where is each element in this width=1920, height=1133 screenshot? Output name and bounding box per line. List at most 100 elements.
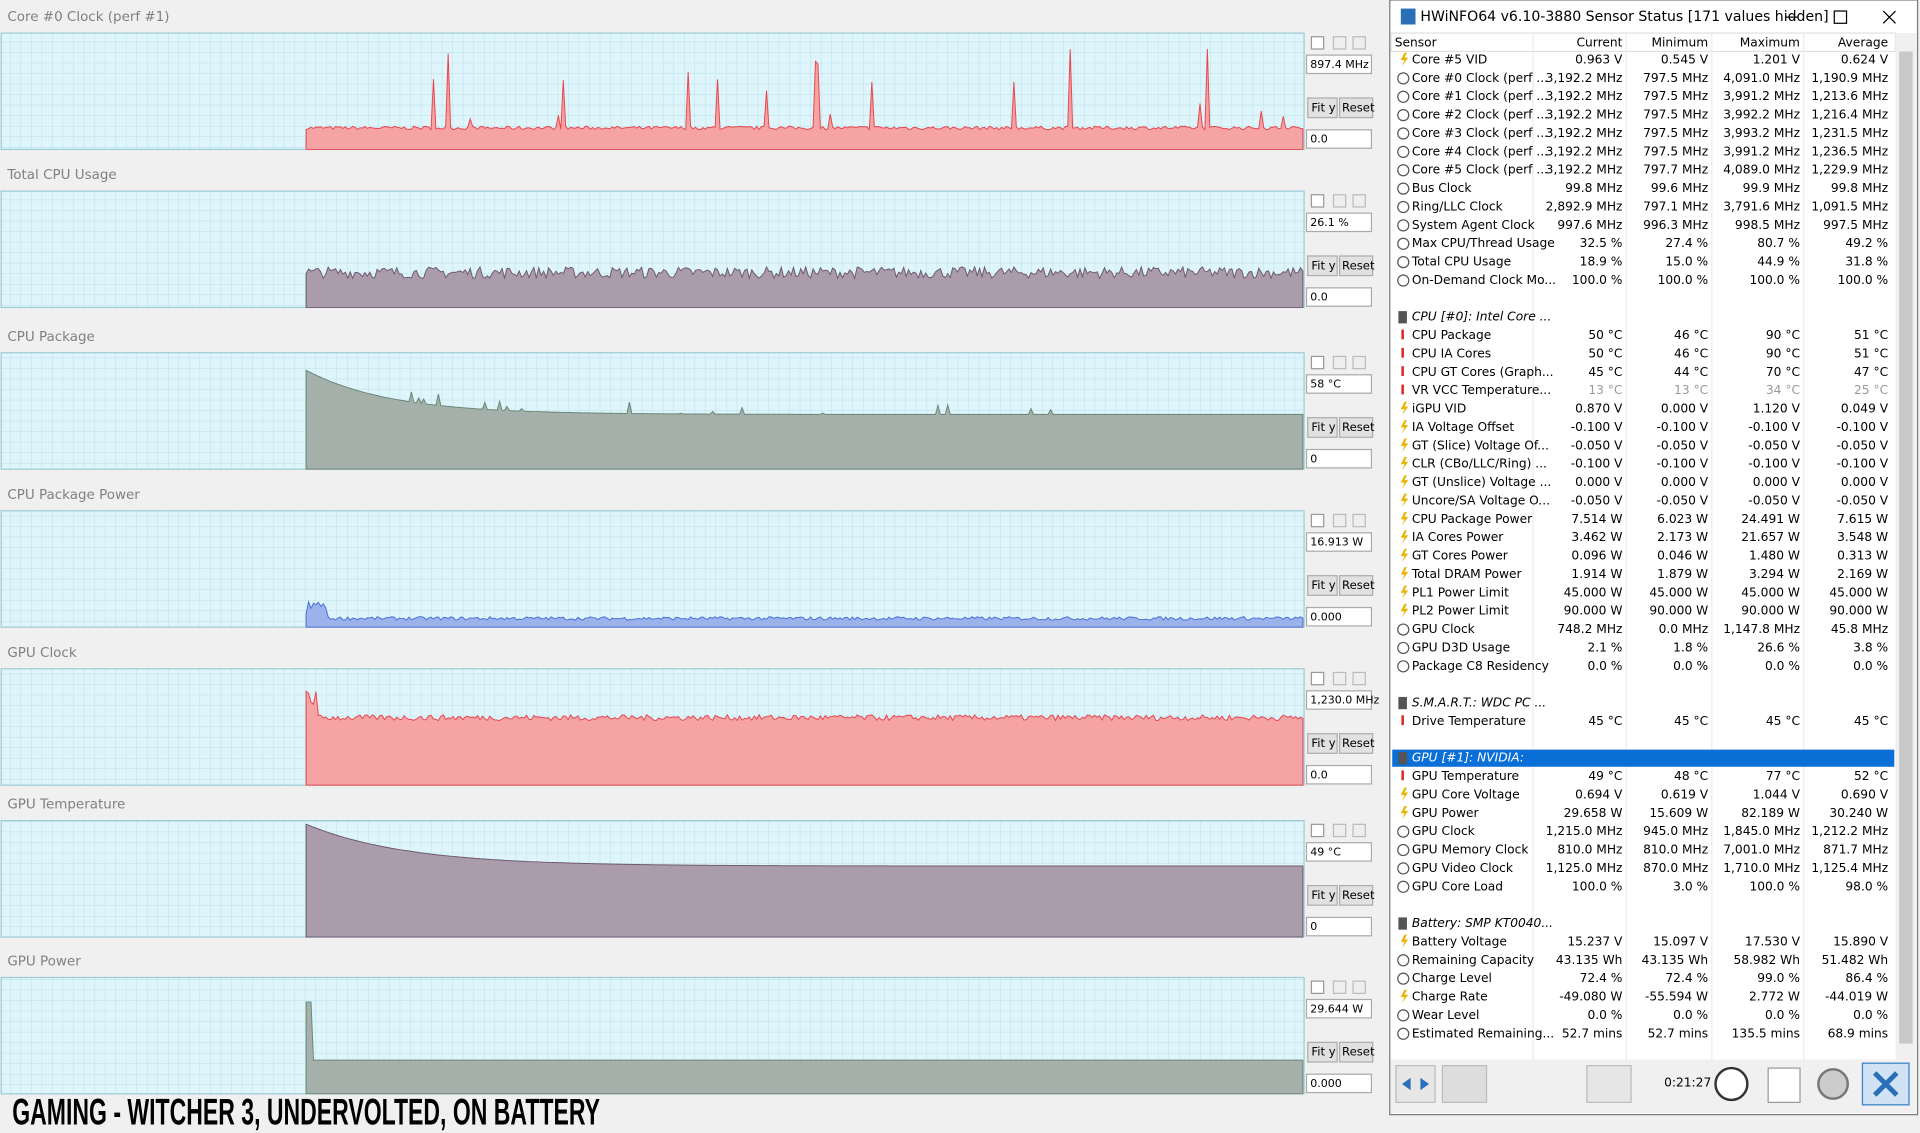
min-value: 0 (1310, 452, 1317, 465)
report-button[interactable] (1767, 1067, 1801, 1103)
color-box[interactable] (1352, 355, 1366, 370)
volt-icon (1400, 585, 1409, 599)
fit-button[interactable] (1307, 97, 1338, 119)
sensor-name: Charge Rate (1412, 990, 1488, 1004)
sensor-value: 13 °C (1588, 383, 1622, 397)
scroll-thumb[interactable] (1899, 51, 1913, 1044)
sensor-value: 0.000 V (1661, 475, 1709, 489)
volt-icon (1400, 438, 1409, 452)
graph-trace (305, 599, 1304, 628)
sensor-value: 3,791.6 MHz (1723, 200, 1800, 214)
color-box[interactable] (1352, 823, 1366, 838)
min-value: 0 (1310, 920, 1317, 933)
clock-icon (1397, 954, 1410, 967)
color-box[interactable] (1310, 980, 1325, 994)
color-box[interactable] (1352, 194, 1366, 208)
sensor-value: 1,147.8 MHz (1723, 622, 1800, 636)
color-box[interactable] (1332, 36, 1347, 50)
sensor-value: 99.8 MHz (1831, 181, 1888, 195)
section-icon (1398, 917, 1407, 930)
sensor-value: 52.7 mins (1648, 1026, 1709, 1040)
color-box[interactable] (1310, 823, 1325, 838)
prev-button[interactable] (1395, 1065, 1436, 1103)
caption: GAMING - WITCHER 3, UNDERVOLTED, ON BATT… (12, 1091, 600, 1132)
column-header: Maximum (1740, 35, 1800, 49)
sensor-value: -0.100 V (1571, 420, 1623, 434)
color-box[interactable] (1310, 513, 1325, 528)
sensor-value: 32.5 % (1580, 236, 1623, 250)
fit-button[interactable] (1307, 1041, 1338, 1063)
sensor-value: -0.050 V (1571, 438, 1623, 452)
sensor-value: -0.100 V (1656, 457, 1708, 471)
sensor-value: 4,091.0 MHz (1723, 71, 1800, 85)
sensor-value: 90.000 W (1829, 604, 1888, 618)
sensor-value: 45 °C (1854, 714, 1888, 728)
column-header: Average (1838, 35, 1888, 49)
window-frame (1389, 0, 1919, 1116)
volt-icon (1400, 511, 1409, 526)
sensor-value: 15.890 V (1833, 934, 1889, 948)
network-button[interactable] (1586, 1065, 1632, 1103)
color-box[interactable] (1332, 513, 1347, 528)
sensor-value: -0.050 V (1836, 493, 1888, 507)
reset-button[interactable] (1338, 733, 1374, 754)
color-box[interactable] (1352, 513, 1366, 528)
sensor-name: GPU Power (1412, 806, 1480, 820)
min-value: 0.0 (1310, 291, 1328, 304)
sensor-value: 797.5 MHz (1643, 71, 1708, 85)
color-box[interactable] (1310, 36, 1325, 50)
graph-trace (305, 823, 1304, 938)
panel-title: CPU Package Power (7, 487, 140, 503)
color-box[interactable] (1332, 194, 1347, 208)
clock-icon (1397, 862, 1410, 875)
sensor-name: GPU Core Voltage (1412, 787, 1520, 801)
sensor-value: -49.080 W (1559, 990, 1622, 1004)
sensor-value: 99.8 MHz (1565, 181, 1622, 195)
sensor-value: 0.000 V (1753, 475, 1801, 489)
sensor-value: 797.7 MHz (1643, 163, 1708, 177)
close-button[interactable] (1882, 10, 1896, 24)
fit-button[interactable] (1307, 417, 1338, 438)
sensor-value: 2.772 W (1749, 990, 1800, 1004)
color-box[interactable] (1310, 355, 1325, 370)
color-box[interactable] (1352, 671, 1366, 686)
min-value: 0.0 (1310, 133, 1328, 146)
sensor-value: 99.9 MHz (1743, 181, 1800, 195)
sensor-value: 17.530 V (1745, 934, 1801, 948)
color-box[interactable] (1310, 194, 1325, 208)
sensor-value: 51 °C (1854, 328, 1888, 342)
color-box[interactable] (1332, 671, 1347, 686)
fit-button[interactable] (1307, 575, 1338, 596)
reset-button[interactable] (1338, 97, 1374, 119)
color-box[interactable] (1352, 36, 1366, 50)
reset-button[interactable] (1338, 417, 1374, 438)
sensor-value: 1.201 V (1753, 53, 1801, 67)
sensor-value: 7,001.0 MHz (1723, 843, 1800, 857)
maximize-button[interactable] (1833, 10, 1848, 24)
sensor-value: 1,845.0 MHz (1723, 824, 1800, 838)
sensor-value: 1,190.9 MHz (1811, 71, 1888, 85)
max-box (1305, 212, 1373, 233)
sensor-value: 45 °C (1588, 714, 1622, 728)
next-button[interactable] (1441, 1065, 1488, 1103)
settings-button[interactable] (1817, 1068, 1849, 1100)
fit-button[interactable] (1307, 255, 1338, 277)
clock-button[interactable] (1714, 1066, 1749, 1102)
color-box[interactable] (1332, 980, 1347, 994)
color-box[interactable] (1310, 671, 1325, 686)
fit-button[interactable] (1307, 884, 1338, 906)
reset-button[interactable] (1338, 575, 1374, 596)
min-box (1305, 764, 1373, 785)
color-box[interactable] (1352, 980, 1366, 994)
reset-button[interactable] (1338, 884, 1374, 906)
color-box[interactable] (1332, 355, 1347, 370)
fit-button[interactable] (1307, 733, 1338, 754)
sensor-value: 86.4 % (1845, 971, 1888, 985)
sensor-name: CLR (CBo/LLC/Ring) ... (1412, 457, 1547, 471)
reset-button[interactable] (1338, 1041, 1374, 1063)
color-box[interactable] (1332, 823, 1347, 838)
section-icon (1398, 696, 1407, 710)
reset-button[interactable] (1338, 255, 1374, 277)
sensor-value: 3,192.2 MHz (1546, 126, 1623, 140)
